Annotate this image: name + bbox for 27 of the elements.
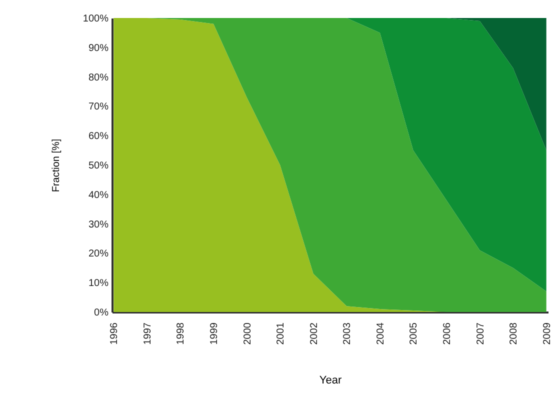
y-tick-label: 0% [94, 308, 109, 318]
y-tick-label: 50% [88, 160, 109, 172]
y-tick-label: 100% [82, 14, 109, 24]
y-tick-label: 90% [88, 42, 109, 54]
y-tick-label: 80% [88, 72, 109, 84]
y-tick-label: 20% [88, 248, 109, 260]
x-tick-label: 1997 [142, 322, 154, 345]
x-tick-label: 1999 [209, 322, 220, 345]
x-tick-label: 1996 [109, 322, 120, 345]
x-tick-label: 2007 [475, 322, 486, 345]
y-tick-label: 30% [88, 219, 109, 230]
x-tick-label: 2006 [442, 322, 453, 345]
y-tick-label: 70% [88, 102, 109, 113]
x-tick-label: 2004 [375, 322, 386, 345]
x-tick-label: 2008 [508, 322, 520, 345]
x-tick-label: 2001 [276, 322, 287, 345]
y-tick-label: 60% [88, 131, 109, 142]
y-tick-label: 10% [88, 278, 109, 290]
y-axis-title: Fraction [%] [50, 138, 62, 192]
x-tick-label: 2000 [242, 322, 254, 345]
x-tick-label: 1998 [176, 322, 187, 345]
x-axis-title: Year [319, 374, 342, 387]
x-tick-label: 2005 [408, 322, 420, 345]
x-tick-label: 2002 [308, 322, 320, 345]
x-tick-label: 2003 [342, 322, 354, 345]
x-tick-label: 2009 [542, 322, 551, 345]
y-tick-label: 40% [88, 190, 109, 201]
